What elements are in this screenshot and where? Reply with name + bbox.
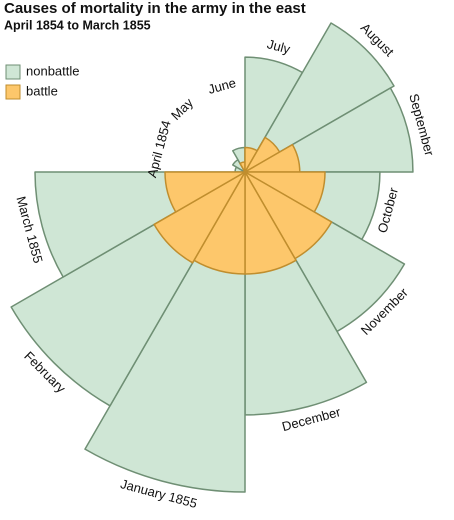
wedge — [153, 171, 246, 264]
chart-subtitle: April 1854 to March 1855 — [4, 18, 151, 32]
month-label: July — [266, 36, 293, 57]
chart-title: Causes of mortality in the army in the e… — [4, 0, 306, 17]
wedge — [244, 22, 395, 173]
wedge — [164, 171, 246, 213]
legend-label: battle — [26, 83, 58, 98]
legend-swatch — [5, 84, 21, 100]
legend-swatch — [5, 64, 21, 80]
legend-label: nonbattle — [26, 63, 80, 78]
month-label: June — [206, 75, 237, 97]
month-label: April 1854 — [144, 119, 174, 179]
month-label: May — [168, 95, 196, 123]
